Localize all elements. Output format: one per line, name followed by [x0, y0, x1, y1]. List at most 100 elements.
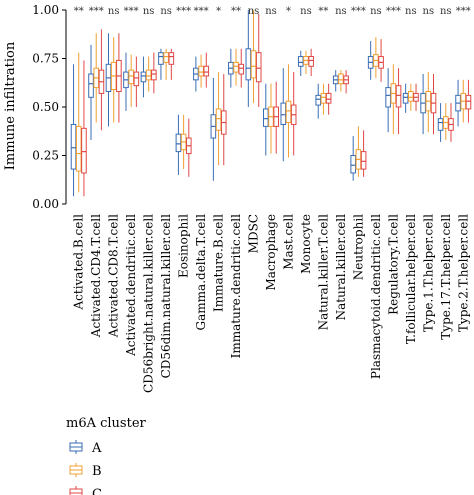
significance-label: ns [265, 6, 277, 17]
x-tick-label: MDSC [247, 214, 261, 253]
box-iqr [385, 87, 391, 108]
box-iqr [145, 69, 152, 81]
category-group [210, 72, 227, 181]
box-iqr [250, 50, 257, 79]
category-group [297, 48, 314, 76]
box-iqr [238, 63, 245, 75]
significance-label: *** [89, 6, 104, 17]
x-tick-label: Activated.CD4.T.cell [89, 214, 103, 338]
significance-label: ** [318, 6, 328, 17]
x-tick-label: Activated.B.cell [72, 214, 86, 311]
box-B [460, 79, 467, 123]
category-group [105, 33, 122, 127]
box-B [215, 72, 222, 166]
box-iqr [437, 118, 444, 131]
box-iqr [203, 65, 210, 77]
box-B [320, 83, 327, 115]
y-tick-label: 1.00 [32, 3, 59, 17]
box-iqr [75, 125, 82, 172]
box-C [133, 56, 140, 107]
y-tick-label: 0.50 [32, 100, 59, 114]
box-iqr [163, 52, 169, 63]
x-tick-label: Type.2.T.helper.cell [456, 214, 470, 332]
box-iqr [81, 127, 87, 174]
legend-item-C: C [69, 486, 102, 495]
category-group [437, 103, 454, 142]
x-tick-label: Neutrophil [351, 214, 365, 280]
x-tick-label: Natural.killer.cell [334, 214, 348, 321]
box-C [308, 48, 314, 76]
box-B [75, 52, 82, 193]
box-iqr [338, 73, 344, 85]
significance-label: ns [405, 6, 417, 17]
box-iqr [350, 155, 356, 174]
category-group [332, 70, 349, 94]
box-A [245, 10, 252, 107]
box-A [350, 136, 356, 181]
box-iqr [140, 71, 147, 83]
box-iqr [128, 69, 134, 85]
category-group [140, 52, 157, 98]
significance-label: *** [124, 6, 139, 17]
box-A [175, 114, 182, 175]
box-A [210, 77, 217, 181]
category-group [385, 64, 402, 135]
significance-label: * [286, 6, 291, 17]
x-tick-label: Plasmacytoid.dendritic.cell [369, 214, 383, 379]
x-tick-label: Type.17.T.helper.cell [439, 214, 453, 340]
box-A [123, 52, 129, 111]
x-tick-label: Activated.dendritic.cell [124, 214, 138, 357]
category-group [70, 52, 87, 197]
x-tick-label: Activated.CD8.T.cell [107, 214, 121, 338]
category-group [123, 52, 140, 111]
box-B [268, 83, 274, 154]
significance-label: * [216, 6, 221, 17]
box-B [198, 54, 204, 88]
box-B [425, 72, 432, 133]
box-iqr [88, 73, 94, 98]
box-C [290, 72, 297, 156]
box-C [168, 48, 175, 80]
significance-label: ** [231, 6, 241, 17]
category-group [228, 48, 245, 88]
box-A [402, 83, 409, 113]
category-group [193, 52, 210, 92]
box-A [455, 79, 461, 127]
box-B [408, 83, 414, 111]
significance-label: ns [300, 6, 312, 17]
box-C [465, 79, 472, 123]
significance-label: *** [194, 6, 209, 17]
box-A [385, 68, 391, 133]
box-B [110, 37, 117, 123]
box-iqr [308, 56, 314, 67]
significance-label: ns [248, 6, 260, 17]
legend-swatch [69, 488, 83, 495]
box-iqr [285, 100, 292, 124]
significance-label: ns [108, 6, 120, 17]
x-tick-label: Type.1.T.helper.cell [421, 214, 435, 332]
x-tick-label: Macrophage [264, 214, 278, 290]
box-iqr [158, 52, 164, 65]
box-iqr [70, 123, 77, 170]
box-B [128, 54, 134, 107]
box-B [442, 103, 449, 140]
significance-label: *** [456, 6, 471, 17]
box-iqr [395, 85, 402, 108]
box-B [338, 70, 344, 92]
box-A [367, 41, 374, 80]
box-C [273, 81, 279, 154]
box-A [193, 56, 199, 92]
box-A [332, 70, 339, 92]
significance-label: ** [74, 6, 84, 17]
box-C [116, 33, 122, 123]
x-tick-label: Eosinophil [177, 214, 191, 278]
box-C [360, 130, 367, 177]
box-B [303, 50, 309, 75]
box-C [98, 29, 105, 131]
legend: m6A cluster ABC [66, 416, 147, 495]
box-B [180, 114, 187, 170]
x-axis-labels: Activated.B.cell Activated.CD4.T.cell Acti… [72, 214, 471, 393]
box-A [315, 83, 322, 119]
category-group [455, 79, 472, 127]
significance-label: ns [370, 6, 382, 17]
